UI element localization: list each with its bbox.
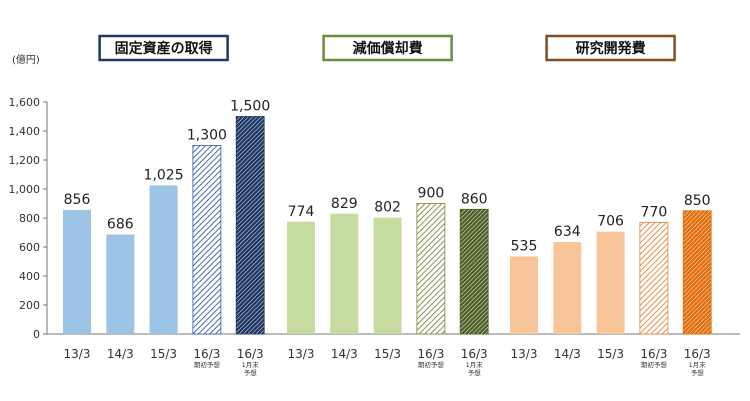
group-title-box (545, 34, 676, 62)
x-tick-note: 1月末 (689, 360, 707, 369)
x-tick-note: 予想 (244, 368, 258, 377)
data-label: 1,500 (230, 99, 270, 115)
y-axis: 0 200 400 600 800 1,000 1,200 1,400 1,600 (9, 96, 740, 341)
y-tick-label: 1,000 (9, 183, 41, 196)
group-title-box (98, 34, 229, 62)
y-tick-label: 200 (19, 299, 40, 312)
x-tick-note: 1月末 (466, 360, 484, 369)
data-label: 634 (554, 224, 581, 240)
x-tick-label: 14/3 (554, 347, 581, 361)
bar (553, 242, 582, 334)
x-tick-note: 期初予想 (418, 360, 445, 369)
data-label: 900 (418, 186, 445, 202)
bar (149, 185, 178, 334)
x-tick-note: 予想 (691, 368, 705, 377)
data-label: 802 (374, 200, 401, 216)
data-label: 706 (597, 214, 624, 230)
x-tick-label: 14/3 (331, 347, 358, 361)
bar (106, 234, 135, 334)
x-tick-label: 15/3 (150, 347, 177, 361)
x-tick-label: 14/3 (107, 347, 134, 361)
data-label: 1,025 (144, 167, 184, 183)
group-title: 固定資産の取得 (115, 40, 213, 57)
x-tick-note: 期初予想 (194, 360, 221, 369)
x-tick-label: 15/3 (597, 347, 624, 361)
data-label: 856 (64, 192, 91, 208)
y-tick-label: 600 (19, 241, 40, 254)
bar (639, 221, 669, 335)
bar (510, 256, 538, 334)
y-unit-label: (億円) (12, 53, 40, 66)
y-tick-label: 1,600 (9, 96, 41, 109)
x-tick-label: 16/3 (684, 347, 711, 361)
data-label: 1,300 (187, 128, 227, 144)
x-tick-label: 13/3 (64, 347, 91, 361)
bar (63, 209, 91, 334)
data-label: 535 (511, 238, 538, 254)
bar (373, 217, 402, 334)
data-label: 770 (641, 204, 668, 220)
x-tick-label: 13/3 (511, 347, 538, 361)
bars (63, 116, 712, 335)
bar (459, 208, 489, 335)
y-tick-label: 1,200 (9, 154, 41, 167)
y-tick-label: 0 (33, 328, 40, 341)
x-tick-label: 16/3 (193, 347, 220, 361)
bar (287, 221, 315, 334)
x-tick-label: 16/3 (417, 347, 444, 361)
data-label: 774 (288, 204, 315, 220)
x-tick-note: 1月末 (242, 360, 260, 369)
bar (235, 116, 265, 335)
bar (416, 203, 446, 335)
group-title-box (322, 34, 453, 62)
x-tick-note: 予想 (468, 368, 482, 377)
x-tick-label: 16/3 (237, 347, 264, 361)
labels: 85613/368614/31,02515/31,30016/3期初予想1,50… (64, 99, 711, 378)
y-tick-label: 800 (19, 212, 40, 225)
x-tick-label: 16/3 (461, 347, 488, 361)
y-tick-label: 1,400 (9, 125, 41, 138)
data-label: 860 (461, 191, 488, 207)
group-title: 研究開発費 (576, 40, 646, 57)
x-tick-label: 16/3 (640, 347, 667, 361)
bar (330, 213, 359, 334)
x-tick-note: 期初予想 (641, 360, 668, 369)
data-label: 829 (331, 196, 358, 212)
bar (682, 210, 712, 335)
x-tick-label: 13/3 (288, 347, 315, 361)
data-label: 686 (107, 217, 134, 233)
group-title: 減価償却費 (353, 40, 423, 57)
bar (596, 231, 625, 334)
y-tick-label: 400 (19, 270, 40, 283)
bar (192, 145, 222, 335)
group-titles: 固定資産の取得 減価償却費 研究開発費 (98, 34, 676, 62)
data-label: 850 (684, 193, 711, 209)
x-tick-label: 15/3 (374, 347, 401, 361)
